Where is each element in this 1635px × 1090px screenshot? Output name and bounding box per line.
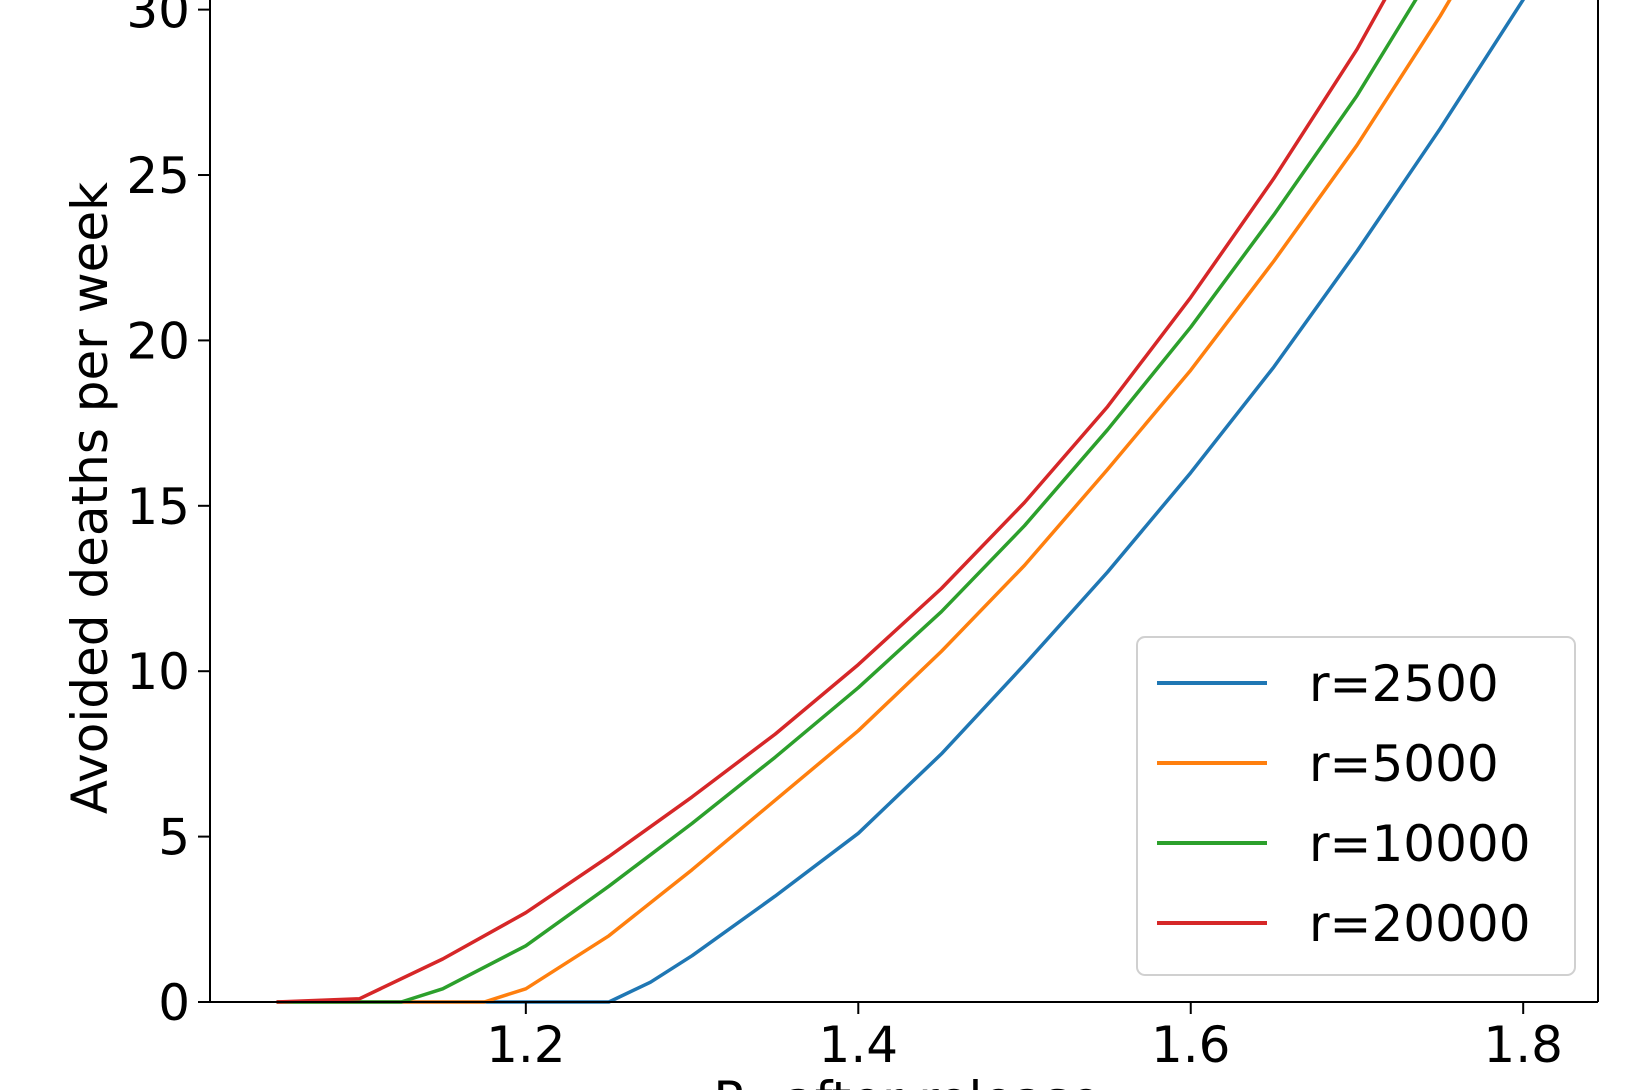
x-tick-label: 1.4 bbox=[819, 1016, 899, 1074]
legend-label-r=20000: r=20000 bbox=[1309, 895, 1531, 953]
series-layer bbox=[276, 0, 1525, 1004]
legend-label-r=2500: r=2500 bbox=[1309, 655, 1499, 713]
y-tick-label: 20 bbox=[126, 312, 190, 370]
axes-layer: 1.2 1.4 1.6 1.8 0 5 10 15 20 25 30 bbox=[126, 0, 1599, 1074]
legend-label-r=10000: r=10000 bbox=[1309, 815, 1531, 873]
y-tick-label: 30 bbox=[126, 0, 190, 40]
y-tick-label: 5 bbox=[158, 809, 190, 867]
y-axis-label: Avoided deaths per week bbox=[61, 182, 119, 814]
legend: r=2500 r=5000 r=10000 r=20000 bbox=[1136, 636, 1576, 976]
series-line-r=2500 bbox=[276, 0, 1525, 1004]
x-axis-label: R₀ after release bbox=[713, 1071, 1100, 1090]
legend-frame bbox=[1136, 636, 1576, 976]
series-line-r=10000 bbox=[276, 0, 1418, 1004]
y-tick-label: 25 bbox=[126, 147, 190, 205]
series-line-r=5000 bbox=[276, 0, 1452, 1004]
x-tick-label: 1.6 bbox=[1151, 1016, 1231, 1074]
y-tick-label: 15 bbox=[126, 478, 190, 536]
x-tick-label: 1.8 bbox=[1483, 1016, 1563, 1074]
y-tick-label: 10 bbox=[126, 643, 190, 701]
x-tick-label: 1.2 bbox=[486, 1016, 566, 1074]
series-line-r=20000 bbox=[276, 0, 1387, 1004]
y-tick-label: 0 bbox=[158, 974, 190, 1032]
legend-label-r=5000: r=5000 bbox=[1309, 735, 1499, 793]
